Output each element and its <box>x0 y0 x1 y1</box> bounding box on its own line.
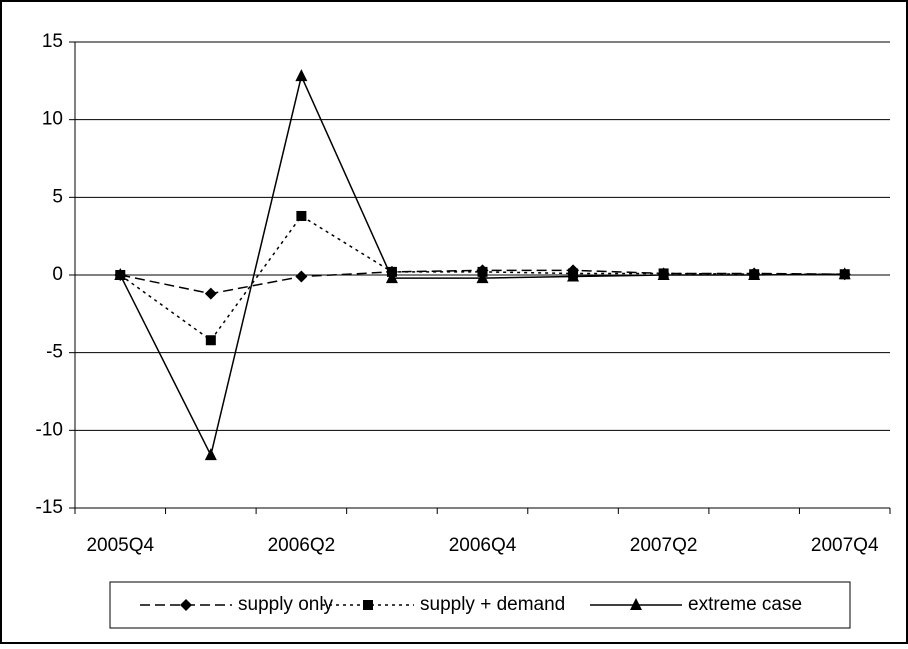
legend-marker <box>180 599 192 611</box>
marker <box>204 448 217 461</box>
legend-marker <box>363 600 373 610</box>
marker <box>385 271 398 284</box>
legend-label: extreme case <box>688 594 802 615</box>
legend-label: supply + demand <box>420 594 565 615</box>
marker <box>296 210 307 221</box>
legend-marker <box>630 598 642 610</box>
x-tick-label: 2006Q2 <box>268 535 336 556</box>
y-tick-label: -5 <box>46 342 63 363</box>
y-tick-label: 15 <box>42 31 63 52</box>
marker <box>476 271 489 284</box>
y-tick-label: 5 <box>52 186 63 207</box>
marker <box>748 268 761 280</box>
marker <box>657 268 670 280</box>
marker <box>567 269 580 282</box>
y-tick-label: 10 <box>42 109 63 130</box>
x-tick-label: 2005Q4 <box>86 535 154 556</box>
x-tick-label: 2007Q2 <box>630 535 698 556</box>
legend-box <box>109 581 851 629</box>
marker <box>114 268 127 280</box>
y-tick-label: -10 <box>36 419 63 440</box>
x-tick-label: 2007Q4 <box>811 535 879 556</box>
legend-label: supply only <box>238 594 334 615</box>
y-tick-label: -15 <box>36 497 63 518</box>
marker <box>204 287 217 300</box>
marker <box>838 267 851 280</box>
marker <box>295 270 308 283</box>
marker <box>295 69 308 82</box>
x-tick-label: 2006Q4 <box>449 535 517 556</box>
marker <box>205 335 216 346</box>
y-tick-label: 0 <box>52 264 63 285</box>
